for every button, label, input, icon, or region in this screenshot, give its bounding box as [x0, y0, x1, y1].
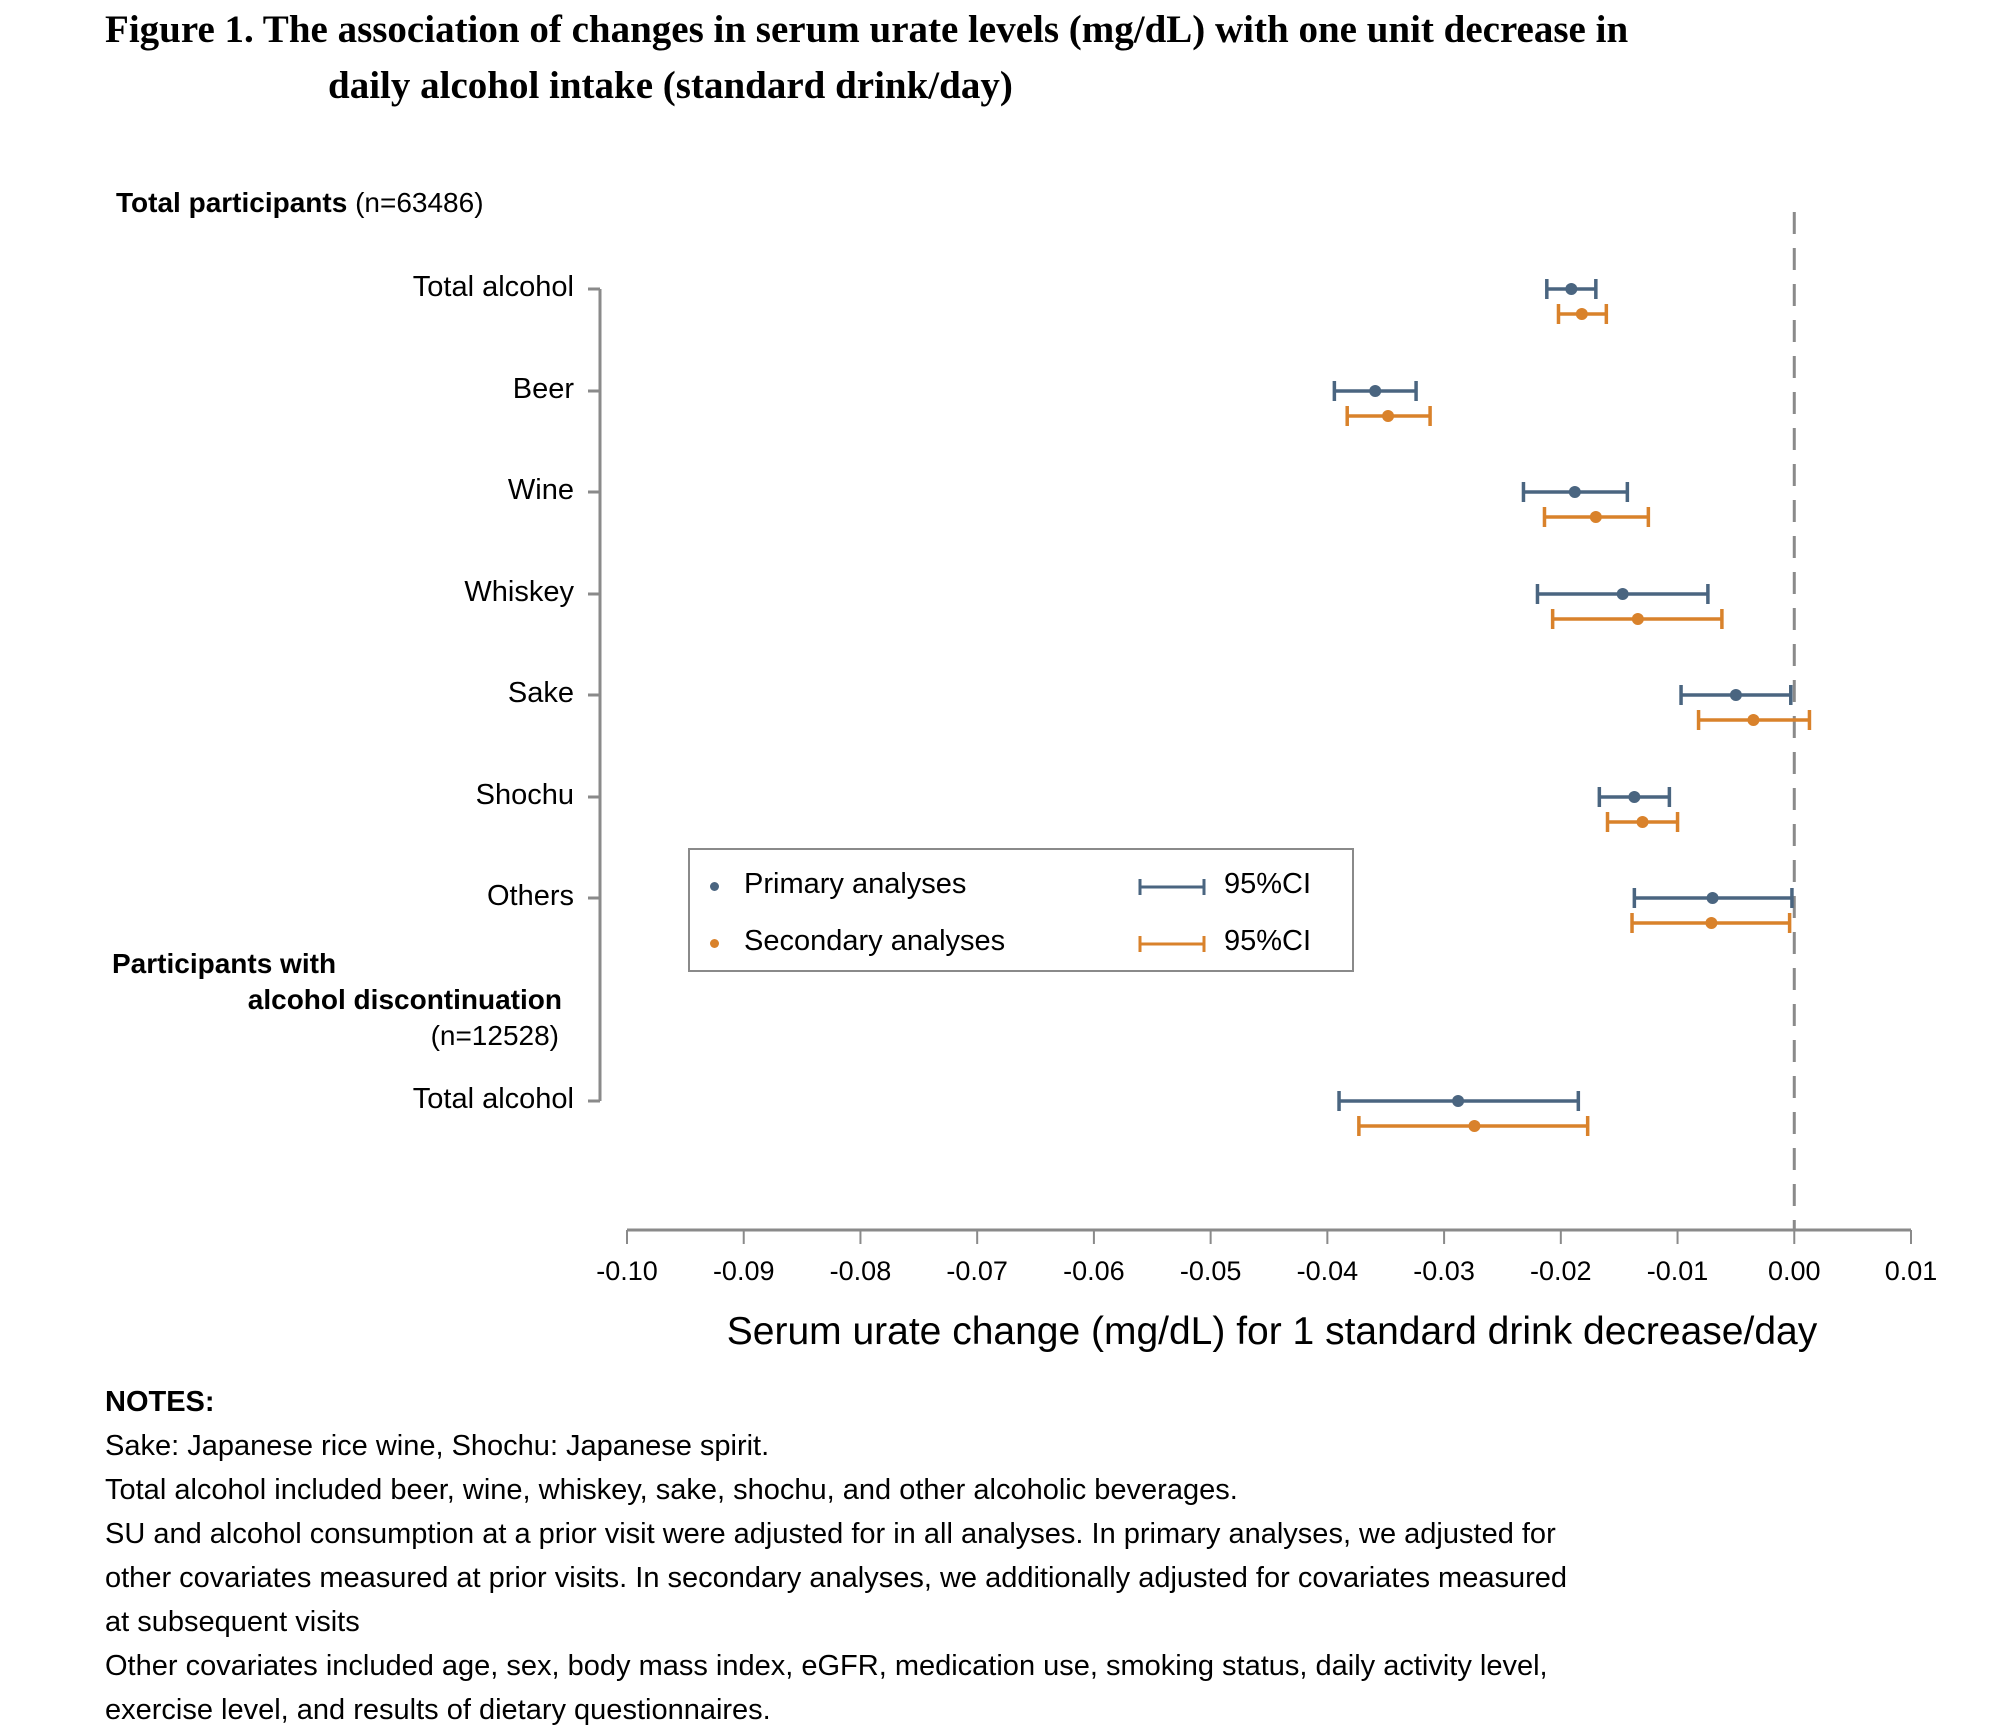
row-label: Whiskey	[464, 576, 574, 608]
legend: Primary analyses Secondary analyses 95%C…	[688, 848, 1354, 972]
group-heading-total: Total participants (n=63486)	[116, 187, 484, 219]
note-line: Other covariates included age, sex, body…	[105, 1650, 1548, 1682]
notes-heading: NOTES:	[105, 1386, 215, 1418]
primary-point-estimate	[1706, 892, 1719, 904]
secondary-point-estimate	[1468, 1120, 1481, 1132]
primary-point-estimate	[1628, 791, 1641, 803]
primary-point-estimate	[1369, 385, 1382, 397]
x-tick-label: -0.04	[1296, 1256, 1359, 1286]
secondary-point-estimate	[1589, 511, 1602, 523]
x-axis-title: Serum urate change (mg/dL) for 1 standar…	[726, 1310, 1818, 1353]
x-tick-label: -0.02	[1530, 1256, 1592, 1286]
x-tick-label: -0.09	[712, 1256, 775, 1286]
group-label-discontinuation-line2: alcohol discontinuation	[247, 984, 562, 1015]
secondary-point-estimate	[1705, 917, 1718, 929]
group-label-discontinuation-line1: Participants with	[112, 948, 337, 979]
x-tick-label: -0.01	[1646, 1256, 1709, 1286]
secondary-point-estimate	[1636, 816, 1649, 828]
secondary-point-estimate	[1575, 308, 1588, 320]
row-label: Shochu	[475, 779, 574, 811]
secondary-point-estimate	[1747, 714, 1760, 726]
figure-title-line1: Figure 1. The association of changes in …	[105, 8, 1629, 51]
x-tick-label: -0.05	[1179, 1256, 1242, 1286]
legend-primary-ci-icon	[1138, 879, 1206, 895]
x-tick-label: -0.07	[946, 1256, 1008, 1286]
x-tick-label: -0.10	[596, 1256, 658, 1286]
legend-secondary-ci-label: 95%CI	[1224, 925, 1312, 957]
x-tick-label: 0.01	[1884, 1256, 1938, 1286]
row-label: Total alcohol	[412, 1083, 574, 1115]
legend-secondary-marker-icon	[710, 939, 719, 948]
row-label: Sake	[507, 677, 574, 709]
primary-point-estimate	[1616, 588, 1629, 600]
x-tick-label: 0.00	[1767, 1256, 1821, 1286]
x-tick-label: -0.08	[829, 1256, 892, 1286]
row-label: Others	[486, 880, 574, 912]
primary-point-estimate	[1729, 689, 1742, 701]
note-line: SU and alcohol consumption at a prior vi…	[105, 1518, 1556, 1550]
secondary-point-estimate	[1631, 613, 1644, 625]
legend-secondary-label: Secondary analyses	[744, 925, 1006, 957]
notes: NOTES: Sake: Japanese rice wine, Shochu:…	[105, 1380, 1567, 1732]
row-label: Total alcohol	[412, 271, 574, 303]
group-n-discontinuation: (n=12528)	[430, 1020, 559, 1051]
note-line: Sake: Japanese rice wine, Shochu: Japane…	[105, 1430, 770, 1462]
group-label-total: Total participants	[116, 187, 348, 218]
x-tick-label: -0.06	[1063, 1256, 1125, 1286]
primary-point-estimate	[1565, 283, 1578, 295]
note-line: exercise level, and results of dietary q…	[105, 1694, 771, 1726]
x-tick-label: -0.03	[1413, 1256, 1475, 1286]
group-n-total: (n=63486)	[355, 187, 484, 218]
legend-secondary-ci-icon	[1138, 936, 1206, 952]
note-line: at subsequent visits	[105, 1606, 360, 1638]
note-line: other covariates measured at prior visit…	[105, 1562, 1568, 1594]
row-label: Beer	[512, 373, 574, 405]
row-label: Wine	[507, 474, 574, 506]
note-line: Total alcohol included beer, wine, whisk…	[105, 1474, 1238, 1506]
secondary-point-estimate	[1382, 410, 1395, 422]
primary-point-estimate	[1452, 1095, 1465, 1107]
primary-point-estimate	[1568, 486, 1581, 498]
legend-primary-ci-label: 95%CI	[1224, 868, 1312, 900]
legend-primary-label: Primary analyses	[744, 868, 967, 900]
figure-title-line2: daily alcohol intake (standard drink/day…	[328, 64, 1013, 107]
legend-primary-marker-icon	[710, 882, 719, 891]
